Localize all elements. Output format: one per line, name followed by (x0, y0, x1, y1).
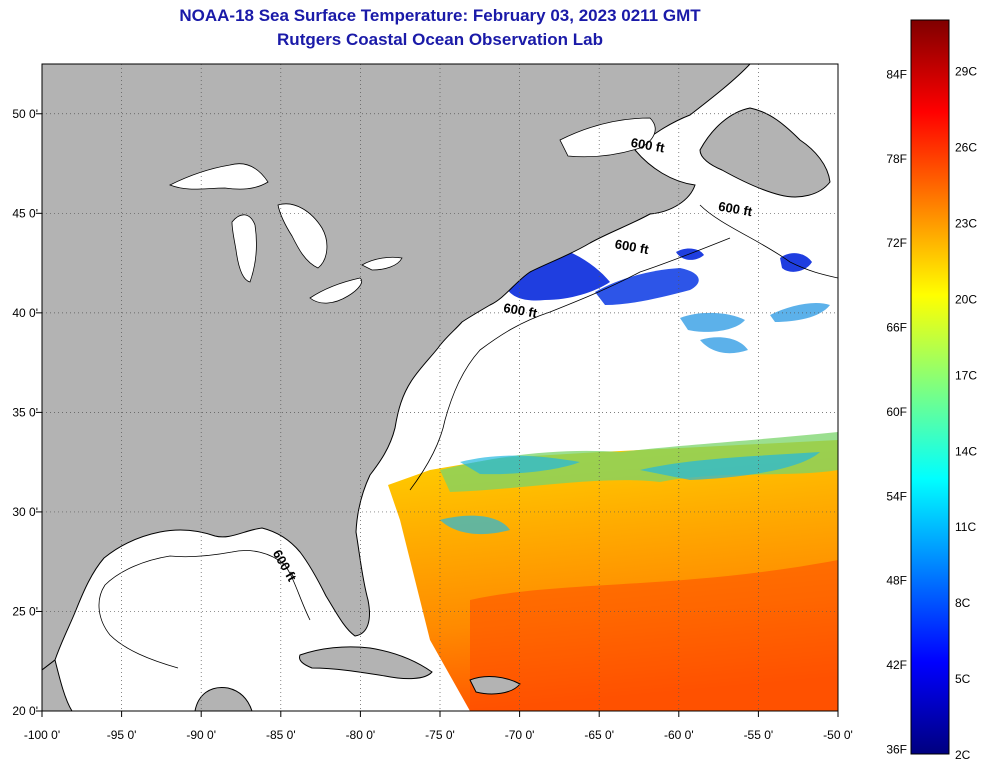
colorbar-f-label: 42F (886, 658, 907, 672)
colorbar-c-label: 5C (955, 672, 971, 686)
colorbar-c-label: 26C (955, 141, 977, 155)
colorbar-c-label: 20C (955, 292, 977, 306)
lake-ontario (361, 256, 403, 271)
lon-tick-label: -50 0' (823, 728, 853, 742)
lon-tick-label: -90 0' (186, 728, 216, 742)
hispaniola-land (469, 676, 521, 695)
lat-tick-label: 45 0' (12, 206, 38, 220)
colorbar-c-label: 11C (955, 520, 976, 534)
colorbar-c-label: 17C (955, 368, 977, 382)
lon-tick-label: -70 0' (505, 728, 535, 742)
colorbar-f-label: 36F (886, 742, 907, 756)
axis-labels: -100 0' -95 0' -90 0' -85 0' -80 0' -75 0' -70… (12, 107, 852, 742)
lon-tick-label: -65 0' (584, 728, 614, 742)
north-america-land (42, 64, 751, 671)
map-title: NOAA-18 Sea Surface Temperature: Februar… (179, 6, 701, 25)
isobath-label: 600 ft (717, 199, 754, 220)
colorbar-c-label: 29C (955, 65, 977, 79)
sst-swath-cool-band (440, 432, 838, 492)
lon-tick-label: -95 0' (107, 728, 137, 742)
colorbar-labels: 36F 42F 48F 54F 60F 66F 72F 78F 84F 2C 5C 8C 11C 14C 1… (886, 65, 977, 762)
colorbar-f-label: 60F (886, 405, 907, 419)
colorbar-c-label: 2C (955, 748, 971, 762)
lake-michigan (231, 214, 257, 283)
lon-tick-label: -60 0' (664, 728, 694, 742)
axis-ticks (36, 113, 839, 717)
cold-water-patch-east (676, 248, 812, 272)
isobath-label: 600 ft (630, 135, 667, 156)
lake-huron (277, 203, 328, 269)
newfoundland-land (699, 107, 831, 198)
colorbar-f-label: 78F (886, 152, 907, 166)
colorbar-f-label: 48F (886, 574, 907, 588)
isobath-600ft-atlantic (409, 204, 838, 491)
lon-tick-label: -85 0' (266, 728, 296, 742)
colorbar-f-label: 54F (886, 489, 907, 503)
lat-tick-label: 40 0' (12, 306, 38, 320)
lat-tick-label: 20 0' (12, 704, 38, 718)
st-lawrence-gulf (559, 117, 656, 158)
yucatan-land (194, 686, 253, 711)
sst-swath-cyan-patches (440, 452, 820, 535)
isobath-label: 600 ft (614, 236, 651, 257)
colorbar (910, 19, 950, 755)
lake-superior (169, 163, 269, 190)
cuba-land (299, 646, 433, 680)
lake-erie (309, 277, 363, 304)
colorbar-f-label: 84F (886, 67, 907, 81)
lat-tick-label: 30 0' (12, 505, 38, 519)
cold-water-scotian-shelf (595, 268, 699, 305)
sst-swath-warmest (470, 560, 838, 711)
lon-tick-label: -100 0' (24, 728, 60, 742)
colorbar-c-label: 8C (955, 596, 971, 610)
lat-tick-label: 50 0' (12, 107, 38, 121)
lon-tick-label: -55 0' (744, 728, 774, 742)
graticule (42, 64, 838, 711)
colorbar-c-label: 14C (955, 444, 977, 458)
map-subtitle: Rutgers Coastal Ocean Observation Lab (277, 30, 603, 49)
lat-tick-label: 25 0' (12, 604, 38, 618)
colorbar-f-label: 66F (886, 321, 907, 335)
lon-tick-label: -75 0' (425, 728, 455, 742)
isobath-label: 600 ft (502, 300, 539, 321)
colorbar-f-label: 72F (886, 236, 907, 250)
lat-tick-label: 35 0' (12, 405, 38, 419)
colorbar-c-label: 23C (955, 216, 977, 230)
isobath-600ft-gulf (98, 550, 311, 669)
cool-water-patches (680, 303, 830, 354)
lon-tick-label: -80 0' (346, 728, 376, 742)
